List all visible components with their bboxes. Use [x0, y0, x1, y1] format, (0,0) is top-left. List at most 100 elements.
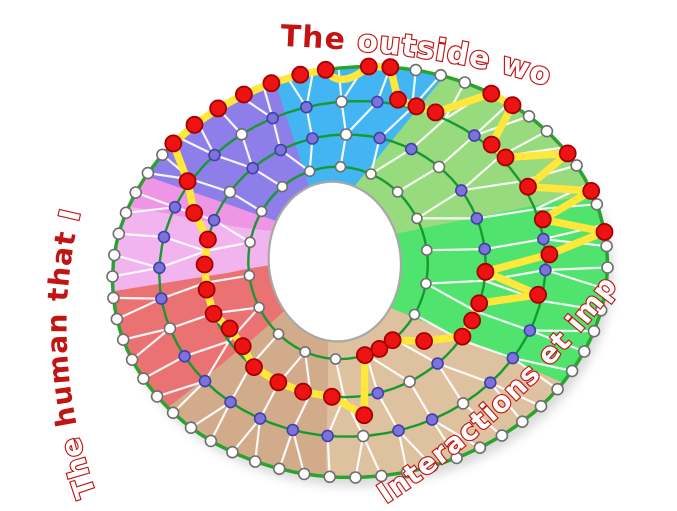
white-node[interactable]: [570, 159, 583, 172]
red-node[interactable]: [355, 406, 374, 425]
white-node[interactable]: [515, 415, 529, 429]
purple-node[interactable]: [483, 376, 497, 390]
white-node[interactable]: [253, 301, 265, 314]
red-node[interactable]: [209, 99, 228, 118]
red-node[interactable]: [294, 382, 313, 401]
red-node[interactable]: [529, 285, 547, 304]
white-node[interactable]: [323, 470, 337, 484]
purple-node[interactable]: [157, 230, 171, 244]
purple-node[interactable]: [478, 242, 492, 256]
white-node[interactable]: [600, 239, 613, 253]
white-node[interactable]: [156, 148, 169, 162]
white-node[interactable]: [349, 471, 362, 484]
white-node[interactable]: [473, 441, 487, 455]
white-node[interactable]: [420, 244, 433, 256]
white-node[interactable]: [522, 110, 536, 123]
purple-node[interactable]: [392, 424, 405, 437]
red-node[interactable]: [197, 280, 216, 299]
white-node[interactable]: [116, 333, 130, 347]
red-node[interactable]: [453, 327, 472, 346]
red-node[interactable]: [164, 134, 183, 153]
white-node[interactable]: [110, 312, 124, 326]
white-node[interactable]: [150, 390, 164, 403]
purple-node[interactable]: [306, 132, 319, 145]
white-node[interactable]: [356, 429, 370, 443]
purple-node[interactable]: [208, 148, 221, 162]
red-node[interactable]: [463, 311, 482, 330]
purple-node[interactable]: [506, 351, 520, 365]
purple-node[interactable]: [425, 413, 439, 426]
red-node[interactable]: [204, 304, 223, 323]
white-node[interactable]: [248, 455, 262, 468]
purple-node[interactable]: [300, 100, 313, 114]
white-node[interactable]: [107, 291, 120, 305]
white-node[interactable]: [334, 161, 347, 173]
purple-node[interactable]: [178, 349, 191, 363]
purple-node[interactable]: [537, 232, 550, 246]
purple-node[interactable]: [468, 129, 481, 142]
red-node[interactable]: [355, 346, 374, 365]
red-node[interactable]: [503, 96, 522, 115]
purple-node[interactable]: [153, 261, 166, 275]
red-node[interactable]: [291, 65, 310, 84]
white-node[interactable]: [551, 382, 564, 396]
white-node[interactable]: [299, 346, 311, 358]
purple-node[interactable]: [370, 95, 384, 109]
red-node[interactable]: [595, 222, 614, 241]
red-node[interactable]: [269, 373, 288, 392]
red-node[interactable]: [185, 115, 204, 134]
white-node[interactable]: [108, 248, 121, 262]
red-node[interactable]: [178, 172, 197, 191]
purple-node[interactable]: [168, 200, 182, 214]
white-node[interactable]: [141, 166, 155, 180]
purple-node[interactable]: [470, 212, 484, 225]
red-node[interactable]: [407, 97, 426, 116]
white-node[interactable]: [204, 434, 218, 448]
white-node[interactable]: [272, 462, 286, 476]
white-node[interactable]: [409, 63, 423, 77]
red-node[interactable]: [262, 74, 281, 93]
white-node[interactable]: [272, 328, 285, 340]
white-node[interactable]: [601, 261, 614, 274]
red-node[interactable]: [370, 339, 389, 358]
red-node[interactable]: [540, 245, 559, 264]
white-node[interactable]: [184, 421, 198, 435]
red-node[interactable]: [220, 319, 239, 338]
purple-node[interactable]: [274, 143, 288, 157]
purple-node[interactable]: [253, 412, 267, 425]
red-node[interactable]: [496, 148, 515, 167]
red-node[interactable]: [558, 144, 577, 163]
white-node[interactable]: [137, 372, 150, 385]
white-node[interactable]: [335, 95, 348, 108]
white-node[interactable]: [540, 124, 554, 138]
red-node[interactable]: [359, 57, 378, 76]
white-node[interactable]: [226, 445, 239, 459]
red-node[interactable]: [185, 203, 204, 222]
white-node[interactable]: [223, 185, 237, 199]
white-node[interactable]: [391, 186, 404, 198]
white-node[interactable]: [565, 364, 579, 378]
white-node[interactable]: [411, 212, 423, 225]
white-node[interactable]: [375, 469, 388, 483]
red-node[interactable]: [234, 85, 253, 104]
white-node[interactable]: [112, 227, 126, 240]
white-node[interactable]: [163, 322, 177, 335]
red-node[interactable]: [476, 262, 495, 281]
white-node[interactable]: [125, 353, 139, 367]
purple-node[interactable]: [454, 184, 468, 197]
white-node[interactable]: [599, 282, 613, 296]
red-node[interactable]: [582, 181, 601, 200]
purple-node[interactable]: [246, 161, 259, 175]
red-node[interactable]: [198, 230, 217, 249]
red-node[interactable]: [195, 255, 214, 274]
white-node[interactable]: [495, 429, 509, 442]
white-node[interactable]: [329, 353, 342, 365]
red-node[interactable]: [482, 84, 501, 103]
white-node[interactable]: [400, 465, 414, 479]
white-node[interactable]: [403, 375, 416, 389]
white-node[interactable]: [420, 277, 432, 290]
white-node[interactable]: [255, 205, 268, 218]
purple-node[interactable]: [523, 324, 537, 337]
white-node[interactable]: [119, 206, 133, 220]
white-node[interactable]: [166, 406, 180, 420]
